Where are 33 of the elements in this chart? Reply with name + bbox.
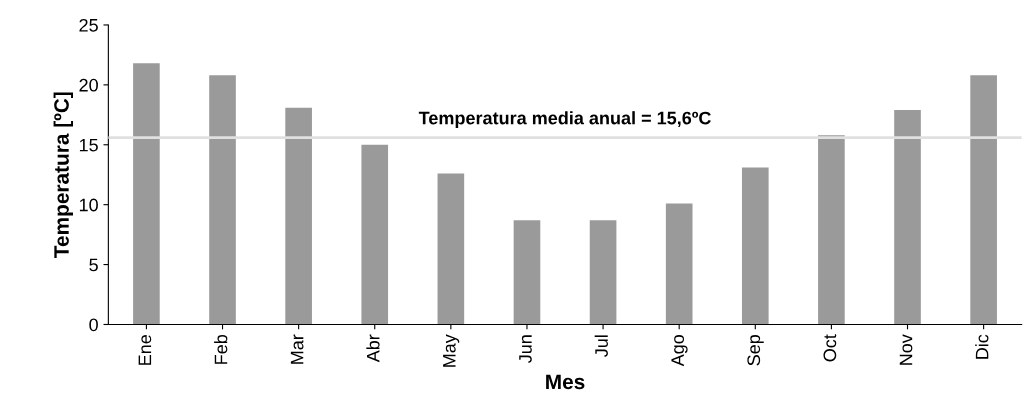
y-tick-label: 20 bbox=[79, 78, 98, 92]
x-tick-label: Feb bbox=[214, 334, 228, 364]
bar bbox=[970, 75, 997, 325]
x-tick-label: Sep bbox=[747, 334, 764, 366]
y-tick-label: 5 bbox=[89, 258, 98, 272]
bar bbox=[133, 63, 160, 325]
y-tick-label: 10 bbox=[79, 198, 98, 212]
x-tick-label: Jul bbox=[594, 335, 608, 357]
bar bbox=[818, 135, 845, 325]
x-tick-label: Oct bbox=[823, 334, 837, 362]
bar bbox=[665, 203, 693, 325]
x-tick-label: Nov bbox=[899, 334, 913, 365]
y-tick-label: 0 bbox=[89, 318, 98, 332]
x-tick-label: Ene bbox=[138, 335, 152, 365]
bar bbox=[894, 110, 921, 325]
bar bbox=[589, 220, 617, 325]
x-tick-label: Dic bbox=[975, 334, 989, 359]
bar bbox=[361, 144, 389, 325]
bar bbox=[209, 75, 236, 325]
y-axis-title: Temperatura [ºC] bbox=[53, 92, 73, 258]
bar bbox=[513, 220, 541, 325]
x-tick-label: May bbox=[443, 334, 460, 367]
bar bbox=[285, 107, 312, 325]
x-tick-label: Abr bbox=[366, 334, 380, 363]
x-tick-label: Jun bbox=[519, 335, 532, 364]
y-tick-label: 25 bbox=[79, 18, 98, 32]
bar bbox=[741, 167, 769, 325]
x-tick-label: Ago bbox=[671, 334, 688, 367]
x-tick-label: Mar bbox=[290, 334, 304, 364]
bar bbox=[437, 173, 465, 325]
y-tick-label: 15 bbox=[79, 138, 98, 152]
ref-line-label: Temperatura media anual = 15,6ºC bbox=[418, 111, 711, 128]
x-axis-title: Mes bbox=[546, 374, 585, 390]
